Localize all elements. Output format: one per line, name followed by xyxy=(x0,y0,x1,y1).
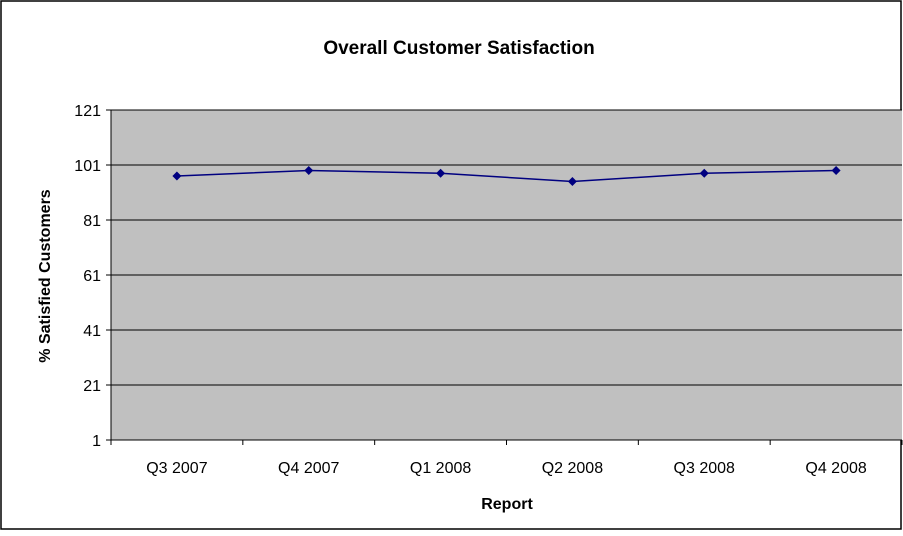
x-tick-label: Q3 2008 xyxy=(674,460,735,477)
axes xyxy=(106,109,903,445)
x-tick-label: Q1 2008 xyxy=(410,460,471,477)
x-tick-label: Q4 2008 xyxy=(805,460,866,477)
x-axis-label: Report xyxy=(481,496,533,513)
data-point xyxy=(436,168,446,178)
data-point xyxy=(172,171,182,181)
series-layer xyxy=(172,166,841,186)
data-point xyxy=(304,166,314,175)
chart-title: Overall Customer Satisfaction xyxy=(323,38,594,59)
y-tick-label: 101 xyxy=(74,158,101,175)
data-point xyxy=(567,177,577,186)
x-tick-label: Q4 2007 xyxy=(278,460,339,477)
y-tick-label: 41 xyxy=(83,323,101,340)
x-tick-label: Q2 2008 xyxy=(542,460,603,477)
y-tick-label: 21 xyxy=(83,378,101,395)
y-tick-label: 1 xyxy=(92,433,101,450)
y-tick-label: 81 xyxy=(83,213,101,230)
data-point xyxy=(831,166,841,175)
y-axis-label: % Satisfied Customers xyxy=(37,189,54,362)
series-line xyxy=(176,169,837,183)
y-tick-label: 61 xyxy=(83,268,101,285)
x-tick-label: Q3 2007 xyxy=(146,460,207,477)
gridlines xyxy=(111,109,902,386)
data-point xyxy=(699,168,709,178)
y-tick-label: 121 xyxy=(74,103,101,120)
